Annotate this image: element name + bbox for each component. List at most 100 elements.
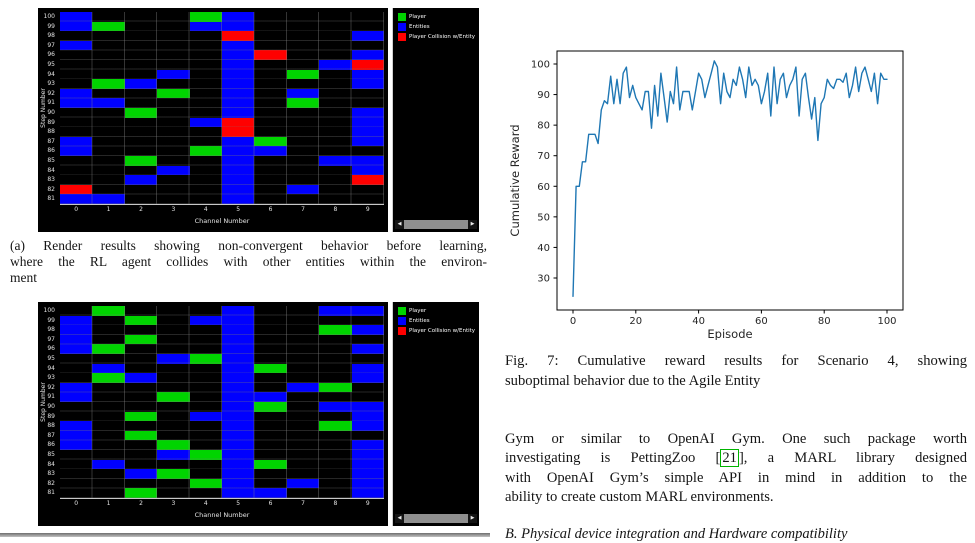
legend-panel: Player Entities Player Collision w/Entity … <box>392 302 479 526</box>
y-tick-label: 100 <box>531 60 550 71</box>
fig7-caption: Fig. 7: Cumulative reward results for Sc… <box>505 352 967 391</box>
grid-cell-entity <box>222 175 255 185</box>
grid-cell-player <box>157 88 190 99</box>
legend-label: Player <box>409 14 427 20</box>
grid-cell-player <box>124 315 158 326</box>
caption-a-line: where the RL agent collides with other e… <box>10 253 487 269</box>
grid-cells <box>60 306 384 498</box>
grid-cell-entity <box>319 156 352 166</box>
grid-cell-entity <box>189 21 222 32</box>
grid-cell-entity <box>60 40 93 51</box>
grid-cell-entity <box>60 146 93 156</box>
y-tick-label: 91 <box>47 99 55 107</box>
legend-item: Player <box>398 13 475 21</box>
scroll-right-arrow-icon[interactable]: ▶ <box>468 514 477 523</box>
grid-cell-entity <box>222 488 255 498</box>
x-tick-label: 0 <box>570 316 576 327</box>
grid-cell-entity <box>222 344 255 354</box>
grid-cell-entity <box>222 88 255 99</box>
paragraph-line: with OpenAI Gym’s simple API in mind in … <box>505 469 967 486</box>
grid-cell-entity <box>222 69 255 80</box>
grid-cell-player <box>92 344 125 354</box>
grid-cell-entity <box>222 184 255 195</box>
grid-cell-player <box>189 478 222 489</box>
grid-cell-entity <box>60 12 93 22</box>
grid-cell-entity <box>319 306 352 316</box>
y-tick-label: 86 <box>47 147 55 155</box>
grid-cell-entity <box>222 459 255 470</box>
grid-cell-entity <box>351 79 384 89</box>
scroll-left-arrow-icon[interactable]: ◀ <box>395 514 404 523</box>
scroll-right-arrow-icon[interactable]: ▶ <box>468 220 477 229</box>
grid-cell-entity <box>222 50 255 60</box>
y-tick-label: 87 <box>47 431 55 439</box>
y-tick-label: 97 <box>47 335 55 343</box>
x-axis-title: Episode <box>707 327 752 340</box>
y-tick-label: 60 <box>537 182 550 193</box>
x-tick-label: 8 <box>333 500 338 507</box>
grid-cell-entity <box>351 117 384 128</box>
grid-cell-entity <box>351 108 384 118</box>
grid-cell-entity <box>222 315 255 326</box>
scroll-left-arrow-icon[interactable]: ◀ <box>395 220 404 229</box>
fig7-line-chart: 0 20 40 60 80 100 30 40 50 60 70 80 90 100 Episode Cumu… <box>508 50 904 340</box>
y-tick-label: 87 <box>47 137 55 145</box>
grid-cell-entity <box>254 488 287 498</box>
x-tick-label: 8 <box>333 206 338 213</box>
reward-line-series <box>572 60 888 297</box>
grid-cell-entity <box>124 373 158 383</box>
y-tick-label: 84 <box>47 166 55 174</box>
y-tick-label: 83 <box>47 176 55 184</box>
grid-cell-entity <box>351 402 384 412</box>
x-tick-label: 100 <box>877 316 896 327</box>
x-tick-label: 60 <box>755 316 768 327</box>
citation-21-link[interactable]: 21 <box>720 449 739 468</box>
y-tick-label: 100 <box>43 13 55 20</box>
legend-label: Player Collision w/Entity <box>409 34 476 40</box>
y-tick-label: 88 <box>47 422 55 430</box>
x-tick-label: 4 <box>203 206 208 213</box>
grid-cell-entity <box>157 450 190 460</box>
render-plot-panel-a: Step Number 100 99 98 97 96 95 94 93 92 91 90 89 88 8… <box>38 8 388 232</box>
legend-panel: Player Entities Player Collision w/Entity … <box>392 8 479 232</box>
grid-cell-entity <box>286 382 320 393</box>
y-tick-label: 86 <box>47 441 55 449</box>
grid-cell-entity <box>222 12 255 22</box>
grid-cell-player <box>92 306 125 316</box>
grid-cell-entity <box>351 469 384 479</box>
grid-cell-collision <box>351 60 384 70</box>
x-tick-label: 0 <box>74 500 79 507</box>
horizontal-scrollbar[interactable]: ◀ ▶ <box>395 514 477 523</box>
render-plot-panel-b: Step Number 100 99 98 97 96 95 94 93 92 91 90 89 88 8… <box>38 302 388 526</box>
grid-cell-entity <box>222 421 255 431</box>
figure-b-window: Step Number 100 99 98 97 96 95 94 93 92 91 90 89 88 8… <box>38 302 479 526</box>
grid-cell-entity <box>286 184 320 195</box>
x-tick-label: 5 <box>236 206 241 213</box>
horizontal-scrollbar[interactable]: ◀ ▶ <box>395 220 477 229</box>
y-tick-label: 83 <box>47 470 55 478</box>
y-tick-label: 99 <box>47 316 55 324</box>
legend-item: Entities <box>398 317 475 325</box>
grid-cell-entity <box>351 136 384 147</box>
grid-cell-player <box>92 79 125 89</box>
x-tick-label: 0 <box>74 206 79 213</box>
x-tick-label: 6 <box>268 500 273 507</box>
x-tick-label: 2 <box>139 500 143 507</box>
grid-cell-entity <box>351 440 384 450</box>
y-tick-label: 84 <box>47 460 55 468</box>
grid-cell-entity <box>60 430 93 441</box>
grid-cell-player <box>286 69 320 80</box>
figure-a-window: Step Number 100 99 98 97 96 95 94 93 92 91 90 89 88 8… <box>38 8 479 232</box>
y-tick-label: 93 <box>47 80 55 88</box>
y-tick-label: 93 <box>47 374 55 382</box>
grid-cell-entity <box>222 450 255 460</box>
y-tick-label: 82 <box>47 185 55 193</box>
grid-cell-entity <box>351 31 384 41</box>
section-heading-cutoff: B. Physical device integration and Hardw… <box>505 526 848 542</box>
y-tick-label: 85 <box>47 450 55 458</box>
legend-swatch <box>398 317 406 325</box>
x-tick-label: 1 <box>106 206 111 213</box>
legend-item: Player <box>398 307 475 315</box>
grid-cell-player <box>157 440 190 450</box>
